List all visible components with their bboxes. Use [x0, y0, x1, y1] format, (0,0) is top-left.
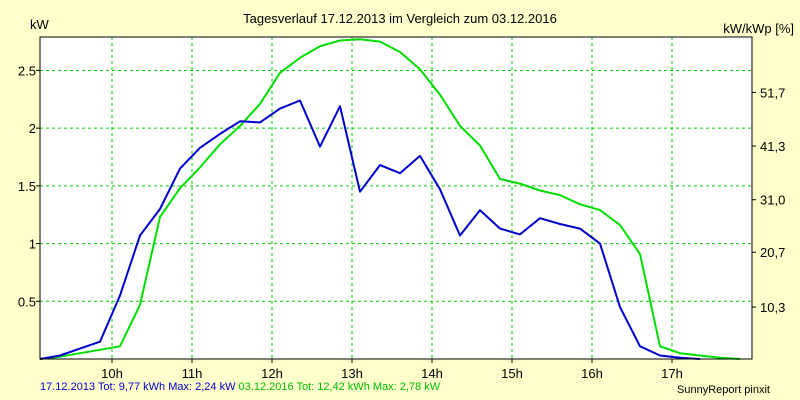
legend-entry-2013: 17.12.2013 Tot: 9,77 kWh Max: 2,24 kW: [40, 381, 236, 393]
y-tick-label: 1.5: [18, 179, 36, 194]
x-tick-label: 16h: [581, 366, 603, 381]
x-tick-label: 17h: [661, 366, 683, 381]
x-tick-label: 13h: [341, 366, 363, 381]
y-tick-label: 2: [29, 121, 36, 136]
y-axis-label-left: kW: [30, 17, 49, 32]
y-tick-label: 1: [29, 237, 36, 252]
x-tick-label: 10h: [101, 366, 123, 381]
x-tick-label: 14h: [421, 366, 443, 381]
series-line-2016: [39, 38, 741, 360]
series-line-2013: [39, 99, 701, 360]
x-tick-label: 15h: [501, 366, 523, 381]
legend: 17.12.2013 Tot: 9,77 kWh Max: 2,24 kW 03…: [40, 381, 440, 393]
y-axis-label-right: kW/kWp [%]: [723, 21, 794, 36]
y2-tick-label: 31,0: [760, 193, 785, 208]
x-tick-label: 11h: [182, 366, 203, 381]
plot-area: [39, 36, 753, 360]
chart-title: Tagesverlauf 17.12.2013 im Vergleich zum…: [243, 11, 557, 26]
y2-tick-label: 51,7: [760, 85, 785, 100]
y2-tick-label: 20,7: [760, 245, 785, 260]
credit-label: SunnyReport pinxit: [677, 384, 770, 396]
x-tick-label: 12h: [261, 366, 283, 381]
plot-border: [39, 36, 753, 360]
y2-tick-label: 10,3: [760, 300, 785, 315]
y-tick-label: 0.5: [18, 294, 36, 309]
y-tick-label: 2.5: [18, 63, 36, 78]
legend-entry-2016: 03.12.2016 Tot: 12,42 kWh Max: 2,78 kW: [238, 381, 441, 393]
y2-tick-label: 41,3: [760, 139, 785, 154]
